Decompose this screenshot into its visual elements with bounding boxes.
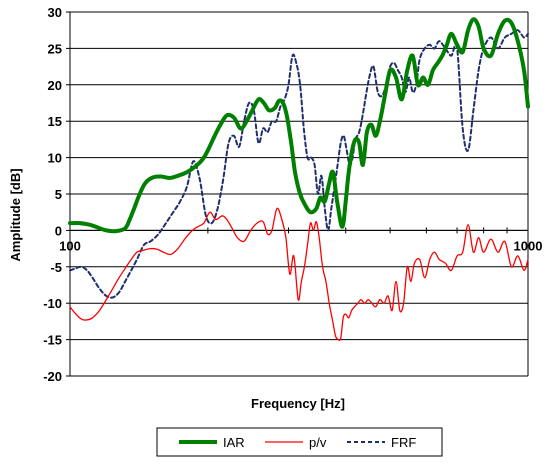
series-line-iar xyxy=(68,17,530,234)
y-tick-label: 15 xyxy=(48,114,62,129)
y-tick-label: 25 xyxy=(48,41,62,56)
y-tick-label: -5 xyxy=(50,260,62,275)
series-line-frf xyxy=(69,29,529,299)
axes xyxy=(66,11,529,377)
y-tick-label: -10 xyxy=(43,296,62,311)
y-tick-label: 10 xyxy=(48,151,62,166)
x-tick-label: 100 xyxy=(59,238,81,253)
x-axis-title: Frequency [Hz] xyxy=(251,396,345,411)
legend-label: p/v xyxy=(309,435,327,450)
y-tick-label: -20 xyxy=(43,369,62,384)
legend-label: IAR xyxy=(223,435,245,450)
y-tick-label: 5 xyxy=(55,187,62,202)
x-tick-labels: 100 1000 xyxy=(59,238,542,253)
series-line-p-v xyxy=(69,207,529,342)
y-tick-label: 0 xyxy=(55,223,62,238)
legend-label: FRF xyxy=(391,435,416,450)
gridlines xyxy=(70,11,528,377)
y-tick-label: 20 xyxy=(48,78,62,93)
y-tick-label: -15 xyxy=(43,333,62,348)
y-tick-label: 30 xyxy=(48,5,62,20)
y-axis-title: Amplitude [dB] xyxy=(8,168,23,261)
series-layer xyxy=(68,17,530,342)
y-tick-labels: -20 -15 -10 -5 0 5 10 15 20 25 30 xyxy=(43,5,62,384)
x-tick-label: 1000 xyxy=(514,238,543,253)
legend: IAR p/v FRF xyxy=(156,427,443,457)
